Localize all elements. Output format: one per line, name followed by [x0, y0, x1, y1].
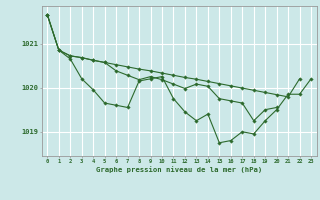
X-axis label: Graphe pression niveau de la mer (hPa): Graphe pression niveau de la mer (hPa)	[96, 167, 262, 173]
